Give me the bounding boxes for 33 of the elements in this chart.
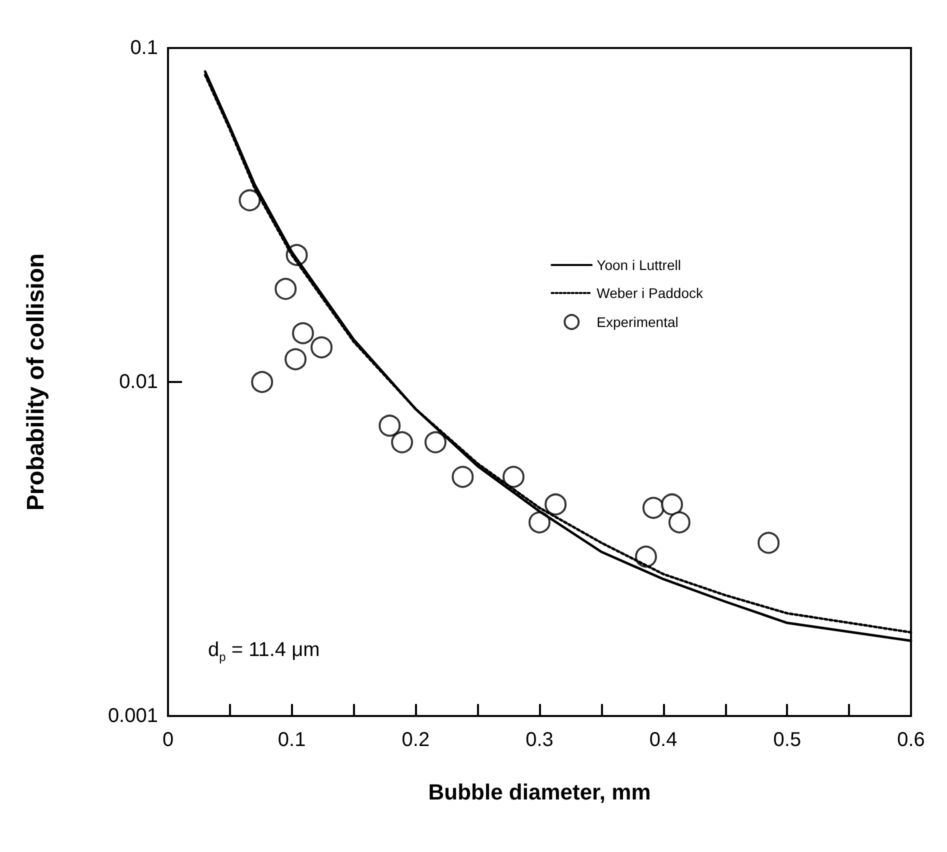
x-tick-label: 0 [162,729,174,751]
point [238,189,261,212]
y-tick-label: 0.1 [130,37,158,59]
x-tick-label: 0.5 [773,729,802,751]
x-tick-label: 0.1 [278,729,306,751]
legend-label: Experimental [596,314,678,330]
legend-label: Weber i Paddock [596,285,704,301]
point [528,511,550,534]
x-tick-label: 0.3 [526,729,554,751]
point [310,336,333,358]
y-tick-label: 0.001 [108,705,158,727]
x-tick-label: 0.6 [897,729,925,751]
point [391,431,414,454]
y-tick-label: 0.01 [119,371,158,393]
point [642,496,664,519]
point [292,322,314,344]
point [668,511,690,534]
point [424,431,446,454]
legend-label: Yoon i Luttrell [596,257,681,273]
point [452,466,474,488]
point [635,546,657,568]
point [378,414,401,437]
point [758,532,780,554]
point [284,348,307,370]
x-axis-title: Bubble diameter, mm [428,780,651,804]
point [544,493,567,516]
point [502,466,524,488]
x-tick-label: 0.2 [402,729,430,751]
point [251,371,274,393]
x-tick-label: 0.4 [649,729,678,751]
point [274,278,297,300]
point [661,493,683,516]
y-axis-title: Probability of collision [22,253,50,511]
